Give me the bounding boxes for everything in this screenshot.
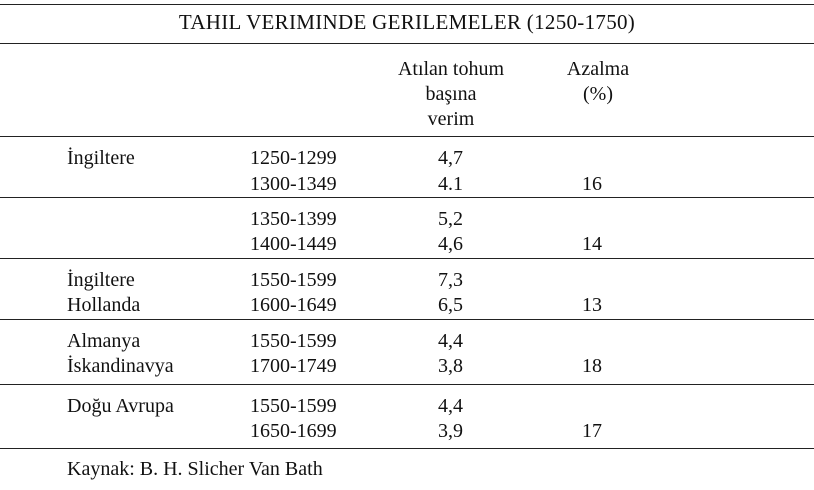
- decline-header-line2: (%): [583, 83, 613, 105]
- yield-header: Atılan tohum başına verim: [375, 57, 527, 132]
- decline-header-line1: Azalma: [566, 58, 630, 80]
- source-note: Kaynak: B. H. Slicher Van Bath: [67, 458, 323, 480]
- decline-cell: 17: [582, 420, 602, 442]
- bottom-rule: [0, 448, 814, 449]
- region-cell: Almanya: [67, 330, 141, 352]
- table-title: TAHIL VERIMINDE GERILEMELER (1250-1750): [178, 10, 636, 34]
- period-cell: 1400-1449: [250, 233, 337, 255]
- header-rule: [0, 136, 814, 137]
- yield-cell: 4.1: [438, 173, 463, 195]
- region-cell: İngiltere: [67, 147, 135, 169]
- period-cell: 1550-1599: [250, 330, 337, 352]
- period-cell: 1550-1599: [250, 395, 337, 417]
- region-cell: İngiltere: [67, 269, 135, 291]
- top-rule: [0, 4, 814, 5]
- yield-cell: 6,5: [438, 294, 463, 316]
- decline-cell: 18: [582, 355, 602, 377]
- yield-cell: 5,2: [438, 208, 463, 230]
- yield-cell: 7,3: [438, 269, 463, 291]
- yield-header-line2: başına: [425, 83, 477, 105]
- decline-header: Azalma (%): [548, 57, 648, 107]
- yield-cell: 4,4: [438, 330, 463, 352]
- period-cell: 1250-1299: [250, 147, 337, 169]
- decline-cell: 13: [582, 294, 602, 316]
- group-rule: [0, 258, 814, 259]
- period-cell: 1550-1599: [250, 269, 337, 291]
- yield-cell: 3,9: [438, 420, 463, 442]
- yield-header-line1: Atılan tohum: [397, 58, 505, 80]
- yield-cell: 4,6: [438, 233, 463, 255]
- yield-header-line3: verim: [427, 108, 475, 130]
- region-cell: İskandinavya: [67, 355, 174, 377]
- region-cell: Doğu Avrupa: [67, 395, 174, 417]
- group-rule: [0, 319, 814, 320]
- period-cell: 1700-1749: [250, 355, 337, 377]
- decline-cell: 14: [582, 233, 602, 255]
- yield-cell: 4,7: [438, 147, 463, 169]
- region-cell: Hollanda: [67, 294, 141, 316]
- period-cell: 1600-1649: [250, 294, 337, 316]
- decline-cell: 16: [582, 173, 602, 195]
- group-rule: [0, 197, 814, 198]
- yield-cell: 4,4: [438, 395, 463, 417]
- period-cell: 1350-1399: [250, 208, 337, 230]
- yield-cell: 3,8: [438, 355, 463, 377]
- title-rule: [0, 43, 814, 44]
- group-rule: [0, 384, 814, 385]
- period-cell: 1650-1699: [250, 420, 337, 442]
- period-cell: 1300-1349: [250, 173, 337, 195]
